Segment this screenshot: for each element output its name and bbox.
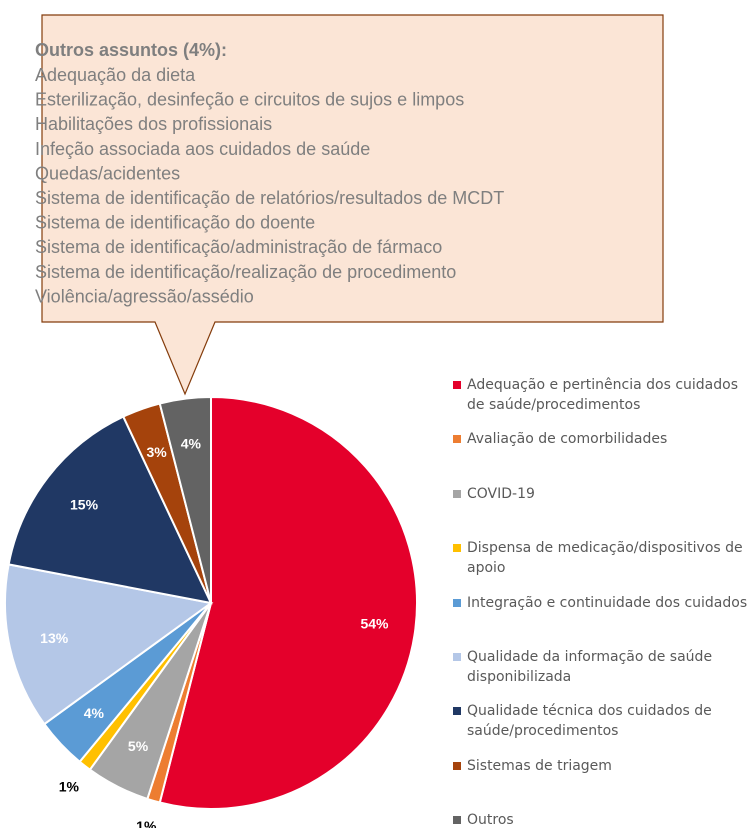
callout-line: Adequação da dieta: [35, 65, 196, 85]
legend-item: Avaliação de comorbilidades: [453, 429, 748, 449]
pie-slice: [4, 563, 214, 726]
legend-swatch: [453, 435, 461, 444]
legend-swatch: [453, 381, 461, 389]
legend-swatch: [453, 707, 461, 716]
legend-label: Qualidade técnica dos cuidados de saúde/…: [467, 703, 712, 740]
legend-swatch: [453, 761, 461, 770]
data-label: 15%: [70, 497, 99, 513]
data-label: 3%: [146, 444, 167, 460]
callout-line: Sistema de identificação/realização de p…: [35, 262, 456, 282]
callout-line: Sistema de identificação do doente: [35, 213, 315, 233]
data-label: 13%: [40, 630, 69, 646]
callout-line: Quedas/acidentes: [35, 163, 180, 183]
legend-label: COVID-19: [467, 485, 535, 502]
data-label: 1%: [136, 818, 157, 828]
legend-swatch: [453, 489, 461, 498]
legend-swatch: [453, 816, 461, 825]
legend-swatch: [453, 598, 461, 607]
callout-box: [41, 14, 664, 396]
data-label: 54%: [360, 616, 389, 632]
legend-swatch: [453, 653, 461, 661]
legend-item: COVID-19: [453, 484, 748, 504]
legend-item: Dispensa de medicação/dispositivos de ap…: [453, 538, 748, 578]
callout-line: Sistema de identificação/administração d…: [35, 237, 442, 257]
legend-item: Qualidade da informação de saúde disponi…: [453, 647, 748, 687]
legend-swatch: [453, 544, 461, 553]
data-label: 4%: [181, 436, 202, 452]
legend-label: Integração e continuidade dos cuidados: [467, 594, 748, 611]
legend-item: Integração e continuidade dos cuidados: [453, 593, 748, 613]
callout-title: Outros assuntos (4%):: [35, 40, 227, 60]
legend-label: Sistemas de triagem: [467, 757, 612, 774]
legend-label: Adequação e pertinência dos cuidados de …: [467, 377, 739, 413]
data-label: 5%: [128, 738, 149, 754]
legend-item: Adequação e pertinência dos cuidados de …: [453, 375, 748, 415]
legend-label: Outros: [467, 812, 514, 828]
legend-item: Outros: [453, 810, 748, 828]
callout-line: Habilitações dos profissionais: [35, 114, 272, 134]
callout-line: Sistema de identificação de relatórios/r…: [35, 188, 504, 208]
data-label: 1%: [59, 778, 80, 794]
legend-item: Sistemas de triagem: [453, 756, 748, 776]
callout-line: Esterilização, desinfeção e circuitos de…: [35, 90, 464, 110]
legend-label: Qualidade da informação de saúde disponi…: [467, 649, 713, 685]
legend-label: Avaliação de comorbilidades: [467, 431, 668, 448]
legend-label: Dispensa de medicação/dispositivos de ap…: [467, 540, 743, 577]
callout-line: Violência/agressão/assédio: [35, 286, 254, 306]
legend-item: Qualidade técnica dos cuidados de saúde/…: [453, 701, 748, 741]
data-label: 4%: [84, 705, 105, 721]
pie-slice: [158, 395, 418, 810]
callout-line: Infeção associada aos cuidados de saúde: [35, 139, 370, 159]
pie-slice: [7, 415, 213, 605]
pie-slice: [158, 395, 212, 604]
